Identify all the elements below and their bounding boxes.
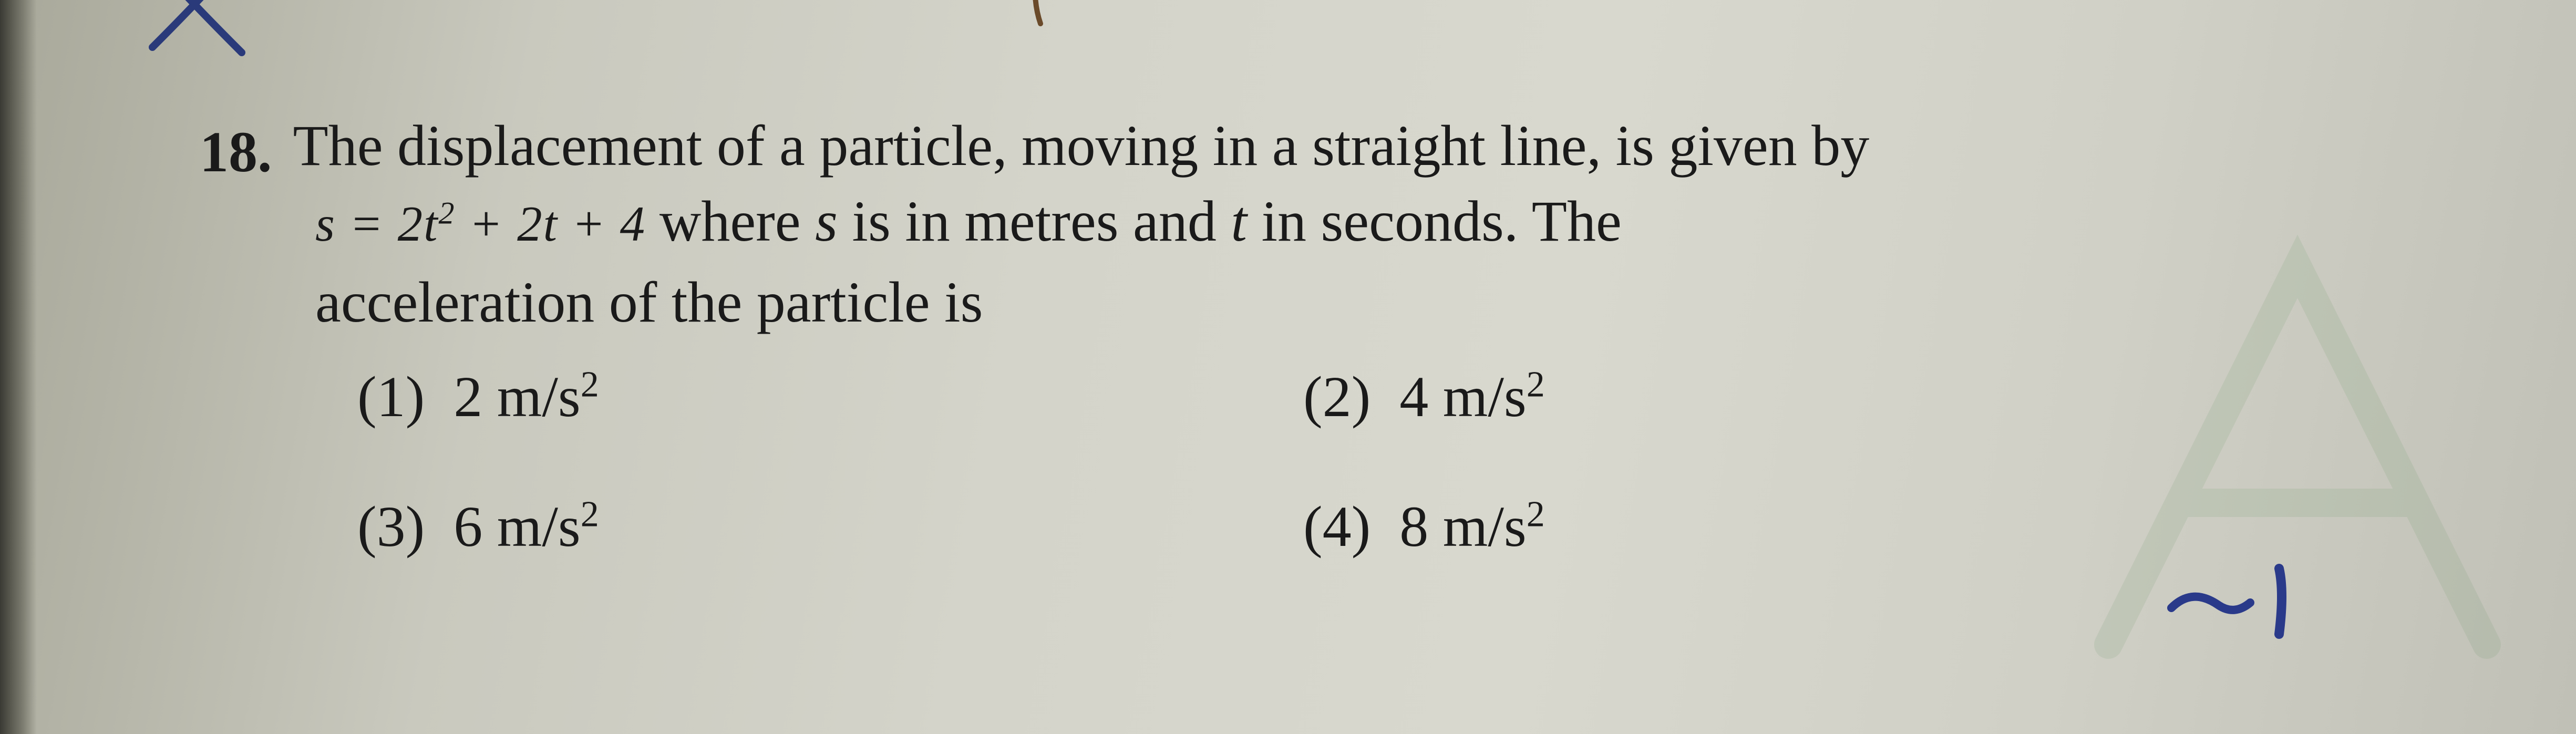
var-s: s <box>815 189 838 253</box>
option-3-label: (3) <box>357 494 425 559</box>
text-where: where <box>660 189 815 253</box>
option-1: (1) 2 m/s2 <box>357 364 1303 430</box>
option-1-value: 2 m/s <box>454 365 580 429</box>
pen-mark-top <box>1025 0 1056 26</box>
question-third-line: acceleration of the particle is <box>315 262 2513 343</box>
option-3: (3) 6 m/s2 <box>357 493 1303 560</box>
options-grid: (1) 2 m/s2 (2) 4 m/s2 (3) 6 m/s2 (4) 8 m… <box>357 364 2513 560</box>
option-3-sup: 2 <box>581 494 599 535</box>
formula-var-t2: t <box>543 196 558 252</box>
formula-var-s: s <box>315 196 336 252</box>
option-4-value: 8 m/s <box>1399 494 1526 559</box>
option-2-sup: 2 <box>1527 365 1545 405</box>
option-1-label: (1) <box>357 365 425 429</box>
text-seconds: in seconds. The <box>1261 189 1621 253</box>
question-second-line: s = 2t2 + 2t + 4 where s is in metres an… <box>315 181 2513 262</box>
option-2: (2) 4 m/s2 <box>1303 364 2249 430</box>
option-1-sup: 2 <box>581 365 599 405</box>
displacement-formula: s = 2t2 + 2t + 4 <box>315 196 660 252</box>
option-2-value: 4 m/s <box>1399 365 1526 429</box>
text-metres: is in metres and <box>852 189 1231 253</box>
var-t: t <box>1231 189 1247 253</box>
option-4: (4) 8 m/s2 <box>1303 493 2249 560</box>
option-4-label: (4) <box>1303 494 1371 559</box>
question-block: 18. The displacement of a particle, movi… <box>200 110 2513 560</box>
option-4-sup: 2 <box>1527 494 1545 535</box>
question-page: 18. The displacement of a particle, movi… <box>0 0 2576 734</box>
formula-var-t1: t <box>424 196 438 252</box>
question-number: 18. <box>200 123 272 181</box>
formula-exponent: 2 <box>439 196 456 231</box>
cross-annotation <box>131 0 268 68</box>
handwritten-answer <box>2166 555 2324 650</box>
option-2-label: (2) <box>1303 365 1371 429</box>
question-text-line1: The displacement of a particle, moving i… <box>293 110 1870 181</box>
option-3-value: 6 m/s <box>454 494 580 559</box>
question-first-line: 18. The displacement of a particle, movi… <box>200 110 2513 181</box>
